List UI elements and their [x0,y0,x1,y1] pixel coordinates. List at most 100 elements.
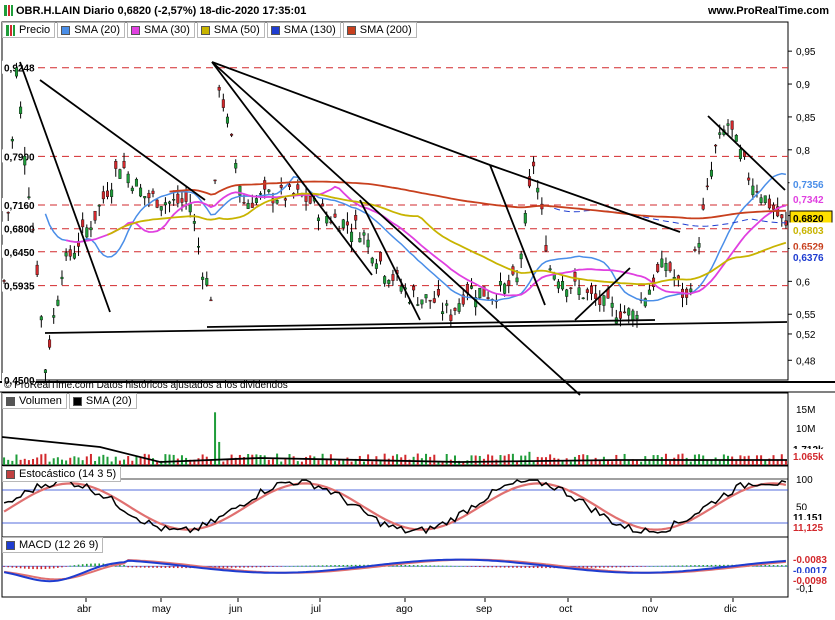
legend-item[interactable]: SMA (30) [127,22,195,38]
stochastic-legend: Estocástico (14 3 5) [2,466,123,482]
volume-bar [441,461,444,465]
candle-body [445,303,449,306]
candle-body [56,299,60,306]
price-label: 0,4500 [4,376,35,387]
candle-body [31,229,35,231]
x-tick-label: sep [476,604,493,615]
candle-body [556,281,560,289]
candle-body [221,99,225,108]
macd-histogram-bar [524,566,527,568]
sma-line [169,180,786,220]
legend-label: Volumen [19,395,62,407]
macd-histogram-bar [7,566,10,568]
legend-item[interactable]: SMA (200) [342,22,417,38]
candle-body [250,202,254,208]
volume-bar [673,457,676,465]
volume-bar [255,454,258,465]
footnote: © ProRealTime.com Datos históricos ajust… [4,380,288,391]
volume-bar [478,455,481,465]
candle-body [515,277,519,283]
candle-body [114,161,118,169]
macd-histogram-bar [131,566,134,568]
macd-histogram-bar [412,565,415,567]
legend-item[interactable]: SMA (50) [196,22,265,38]
legend-item[interactable]: MACD (12 26 9) [2,537,104,553]
macd-histogram-bar [40,566,43,570]
volume-bar [776,459,779,465]
volume-bar [172,454,175,465]
candle-body [159,206,163,211]
macd-histogram-bar [309,565,311,567]
candle-body [647,289,651,295]
macd-histogram-bar [425,565,427,567]
candle-body [209,299,213,302]
y-tick-label: 50 [796,503,808,514]
volume-bar [284,457,287,465]
site-link[interactable]: www.ProRealTime.com [707,5,829,17]
legend-item[interactable]: Precio [2,22,56,38]
macd-histogram-bar [164,566,167,568]
candle-body [184,191,188,202]
volume-bar [238,454,241,465]
candle-body [569,287,573,290]
candle-body [523,213,527,224]
macd-histogram-bar [429,565,431,567]
trend-line [211,61,373,276]
macd-histogram-bar [466,566,469,567]
macd-histogram-bar [454,565,456,567]
candle-body [759,197,763,203]
volume-bar [247,454,250,465]
candle-body [130,187,134,192]
candle-body [548,268,552,271]
candle-body [482,286,486,297]
macd-histogram-bar [491,566,494,568]
macd-histogram-bar [28,566,30,569]
candle-body [507,280,511,286]
macd-histogram-bar [441,565,444,567]
macd-histogram-bar [776,565,779,567]
legend-swatch [270,25,280,35]
candle-body [726,123,730,126]
volume-bar [168,454,171,465]
volume-bar [511,453,514,465]
y-tick-label: 0,52 [796,330,816,341]
legend-item[interactable]: Estocástico (14 3 5) [2,466,122,482]
volume-bar [60,459,63,465]
macd-histogram-bar [437,565,440,567]
y-tick-label: -0,1 [796,584,814,595]
volume-bar [685,457,688,465]
candle-body [631,310,635,321]
macd-histogram-bar [487,566,489,568]
macd-histogram-bar [516,566,518,568]
volume-bar [520,455,523,465]
volume-bar [491,455,494,465]
candle-body [478,287,482,299]
candle-body [420,299,424,305]
candle-body [461,294,465,305]
value-box [790,520,832,532]
legend-item[interactable]: Volumen [2,393,67,409]
volume-bar [751,460,754,465]
candle-body [188,203,192,213]
volume-bar [611,461,614,465]
macd-histogram-bar [768,564,771,567]
trend-line [44,321,788,334]
candle-body [374,263,378,269]
macd-histogram-bar [354,564,357,567]
candle-body [701,204,705,210]
macd-histogram-bar [23,566,26,569]
legend-item[interactable]: SMA (20) [68,393,137,409]
candle-body [267,189,271,192]
volume-bar [607,460,610,465]
legend-item[interactable]: SMA (130) [266,22,341,38]
legend-item[interactable]: SMA (20) [57,22,126,38]
legend-swatch [72,396,82,406]
volume-bar [557,458,560,465]
macd-histogram-bar [296,565,299,567]
volume-bar [660,457,663,465]
macd-histogram-bar [445,565,448,567]
volume-bar [77,457,80,465]
volume-bar [714,457,717,465]
candle-body [196,246,200,248]
volume-bar [19,459,22,465]
